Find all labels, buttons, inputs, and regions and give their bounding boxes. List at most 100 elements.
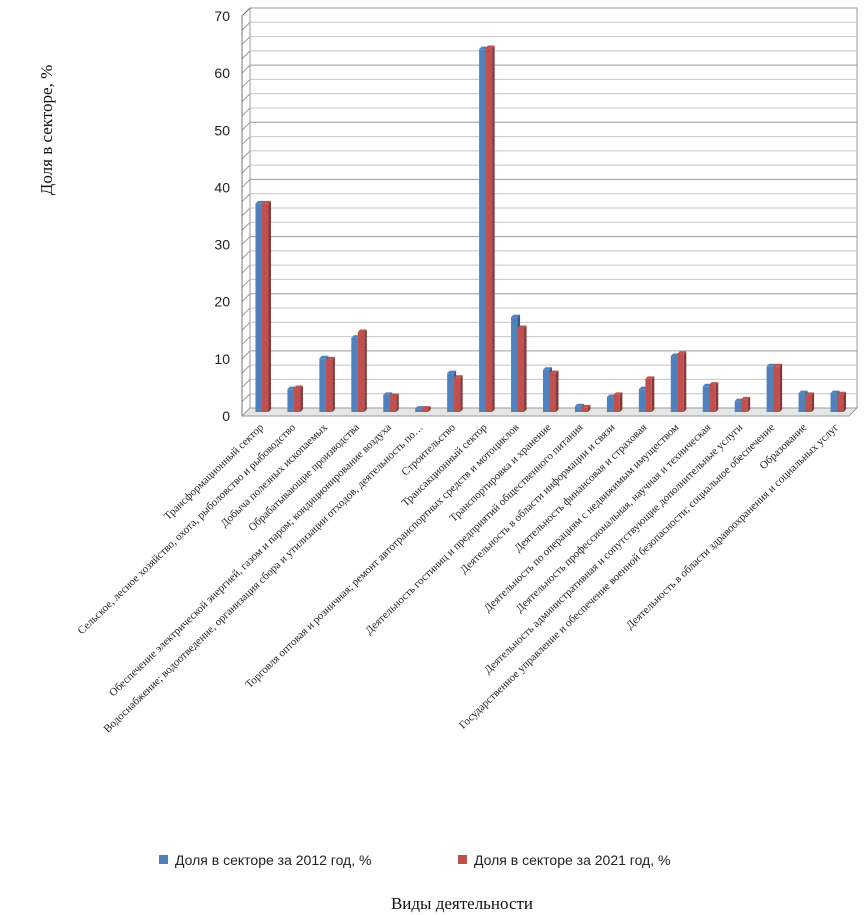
- bar-2012: [638, 389, 646, 412]
- bar-top: [645, 376, 655, 379]
- bar-2021: [517, 328, 525, 412]
- grid-side-line: [241, 379, 251, 388]
- bar-top: [447, 370, 457, 374]
- bar-top: [581, 404, 591, 408]
- bar-side: [524, 325, 527, 412]
- grid-side-line: [241, 136, 251, 145]
- bar-2021: [741, 399, 748, 412]
- plot-area: [240, 7, 859, 417]
- y-tick-label: 10: [214, 351, 230, 367]
- bar-side: [843, 391, 847, 412]
- bar-top: [389, 393, 399, 396]
- bar-side: [396, 393, 399, 412]
- bar-2021: [837, 394, 844, 412]
- grid-side-line: [241, 221, 251, 231]
- bar-2021: [709, 384, 716, 412]
- bar-side: [300, 385, 303, 412]
- y-tick-label: 20: [214, 294, 230, 310]
- bar-side: [268, 200, 271, 412]
- bar-top: [677, 351, 687, 354]
- bar-side: [683, 351, 687, 412]
- grid-side-line: [241, 307, 251, 317]
- axes: [241, 7, 251, 416]
- bar-top: [325, 356, 335, 360]
- bar-2021: [645, 378, 652, 412]
- bar-2012: [766, 366, 774, 412]
- bar-side: [747, 396, 751, 412]
- bar-top: [415, 406, 425, 409]
- bar-top: [837, 391, 847, 395]
- bar-top: [773, 363, 783, 367]
- bar-side: [556, 370, 559, 412]
- bar-2021: [549, 373, 556, 412]
- bar-side: [428, 406, 431, 412]
- grid-side-line: [241, 236, 251, 245]
- grid-side-line: [241, 93, 251, 103]
- bar-top: [261, 200, 271, 204]
- bar-2012: [734, 401, 742, 412]
- bar-2012: [798, 393, 806, 412]
- bar-top: [574, 403, 584, 407]
- bar-side: [587, 404, 591, 412]
- grid-side-line: [241, 336, 251, 345]
- bar-2012: [606, 397, 614, 412]
- bar-top: [293, 385, 303, 388]
- grid-side-line: [241, 264, 251, 274]
- bar-top: [485, 45, 495, 48]
- bar-2012: [702, 386, 710, 412]
- grid-side-line: [241, 321, 251, 331]
- bar-top: [319, 355, 329, 359]
- legend-label-2021: Доля в секторе за 2021 год, %: [474, 852, 670, 868]
- grid-side-line: [241, 250, 251, 260]
- grid-side-line: [241, 50, 251, 60]
- bar-top: [383, 392, 393, 395]
- bar-top: [517, 325, 527, 328]
- grid-side-line: [241, 364, 251, 374]
- grid-side-line: [241, 193, 251, 203]
- bar-top: [741, 396, 751, 400]
- bar-2021: [773, 366, 780, 412]
- bar-top: [453, 375, 463, 378]
- x-axis-label: Виды деятельности: [391, 894, 533, 913]
- bar-2021: [581, 407, 588, 412]
- grid-side-line: [241, 64, 251, 74]
- bar-2012: [511, 317, 518, 412]
- grid-side-line: [241, 393, 251, 403]
- bar-side: [779, 363, 783, 412]
- bar-2021: [421, 408, 429, 412]
- grid-side-line: [241, 164, 251, 174]
- bar-2021: [805, 394, 812, 412]
- grid-side-line: [241, 21, 251, 31]
- bar-top: [830, 390, 840, 394]
- bar-2012: [479, 49, 486, 413]
- bar-side: [619, 392, 623, 412]
- grid-side-line: [241, 150, 251, 160]
- bar-2012: [383, 394, 390, 412]
- y-tick-label: 0: [222, 408, 230, 424]
- bar-2021: [293, 388, 301, 412]
- y-tick-labels: 0 10 20 30 40 50 60 70: [214, 8, 230, 424]
- x-category-label: Сельское, лесное хозяйство, охота, рыбол…: [75, 421, 298, 637]
- bar-2012: [287, 389, 294, 412]
- bar-top: [421, 406, 431, 409]
- bar-top: [613, 392, 623, 395]
- bar-top: [709, 382, 719, 385]
- y-tick-label: 40: [214, 179, 230, 195]
- bar-2021: [325, 359, 333, 412]
- y-tick-label: 70: [214, 8, 230, 24]
- bar-top: [255, 200, 265, 204]
- bar-side: [811, 392, 815, 412]
- legend: Доля в секторе за 2012 год, % Доля в сек…: [159, 852, 670, 868]
- bar-top: [511, 314, 521, 318]
- bar-2021: [613, 394, 620, 412]
- bar-2012: [543, 369, 550, 412]
- bar-2021: [261, 203, 269, 412]
- bar-2021: [389, 396, 397, 412]
- grid-side-line: [241, 350, 251, 360]
- bar-top: [805, 392, 815, 395]
- bar-2021: [357, 332, 365, 412]
- bar-2021: [453, 377, 461, 412]
- bar-top: [549, 370, 559, 374]
